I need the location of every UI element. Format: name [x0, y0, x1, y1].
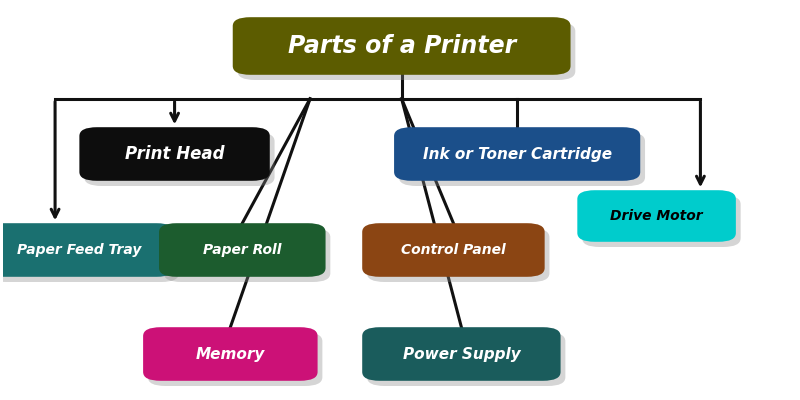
FancyBboxPatch shape	[362, 223, 545, 277]
FancyBboxPatch shape	[143, 327, 318, 381]
FancyBboxPatch shape	[159, 223, 326, 277]
FancyBboxPatch shape	[0, 223, 174, 277]
FancyBboxPatch shape	[79, 127, 270, 181]
Text: Power Supply: Power Supply	[402, 346, 520, 362]
FancyBboxPatch shape	[148, 332, 322, 386]
Text: Memory: Memory	[196, 346, 265, 362]
FancyBboxPatch shape	[578, 190, 736, 242]
Text: Drive Motor: Drive Motor	[610, 209, 703, 223]
FancyBboxPatch shape	[238, 22, 575, 80]
Text: Ink or Toner Cartridge: Ink or Toner Cartridge	[422, 146, 612, 162]
FancyBboxPatch shape	[164, 228, 330, 282]
FancyBboxPatch shape	[367, 228, 550, 282]
FancyBboxPatch shape	[582, 195, 741, 247]
Text: Paper Feed Tray: Paper Feed Tray	[17, 243, 141, 257]
FancyBboxPatch shape	[84, 132, 274, 186]
Text: Parts of a Printer: Parts of a Printer	[287, 34, 516, 58]
Text: Control Panel: Control Panel	[401, 243, 506, 257]
FancyBboxPatch shape	[367, 332, 566, 386]
FancyBboxPatch shape	[233, 17, 570, 75]
FancyBboxPatch shape	[394, 127, 640, 181]
FancyBboxPatch shape	[362, 327, 561, 381]
FancyBboxPatch shape	[0, 228, 179, 282]
FancyBboxPatch shape	[399, 132, 645, 186]
Text: Paper Roll: Paper Roll	[203, 243, 282, 257]
Text: Print Head: Print Head	[125, 145, 224, 163]
